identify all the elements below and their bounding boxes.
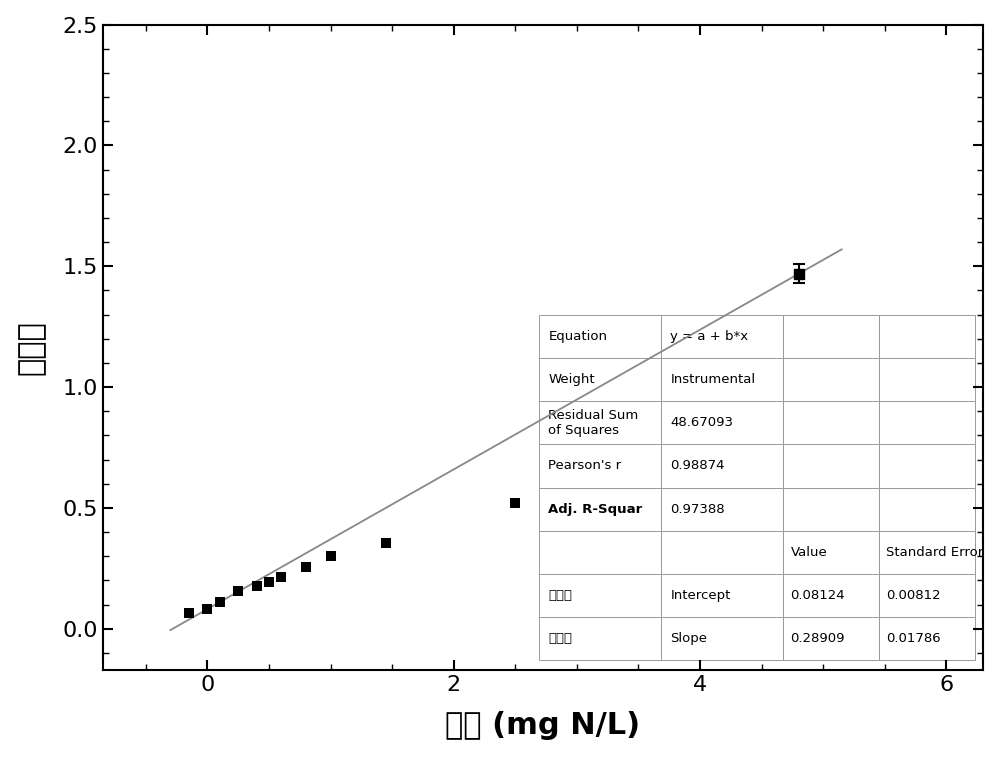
Point xyxy=(249,581,265,593)
Point xyxy=(261,575,277,587)
Y-axis label: 吸光度: 吸光度 xyxy=(17,320,46,375)
Point xyxy=(199,603,215,615)
X-axis label: 浓度 (mg N/L): 浓度 (mg N/L) xyxy=(445,712,641,740)
Point xyxy=(273,571,289,583)
Point xyxy=(230,585,246,597)
Point xyxy=(212,596,228,608)
Point xyxy=(378,537,394,549)
Point xyxy=(298,561,314,573)
Point xyxy=(507,497,523,509)
Point xyxy=(323,550,339,562)
Point xyxy=(181,607,197,619)
